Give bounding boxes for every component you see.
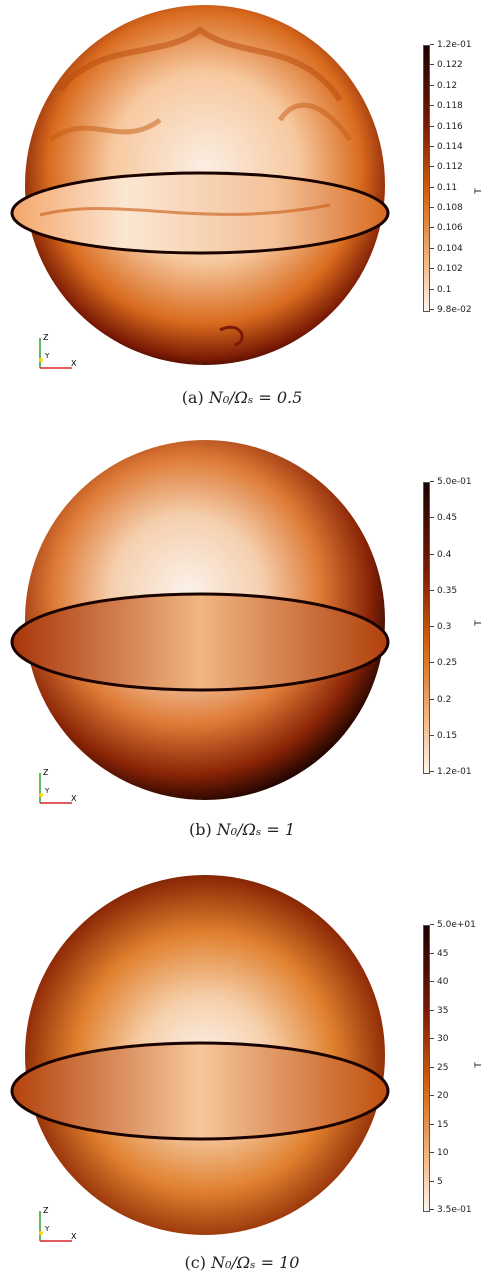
figure-panel-b: 5.0e-01 0.45 0.4 0.35 0.3 0.25 0.2 0.15 1.2e-01 … — [0, 420, 484, 850]
axis-z-label: Z — [43, 1206, 49, 1215]
colorbar-tick-label: 40 — [430, 977, 448, 987]
caption-expression: N₀/Ωₛ = 0.5 — [208, 388, 303, 407]
colorbar-tick-label: 15 — [430, 1120, 448, 1130]
colorbar-tick-label: 1.2e-01 — [430, 767, 472, 777]
colorbar-tick-label: 0.106 — [430, 223, 463, 233]
figure-panel-a: 1.2e-01 0.122 0.12 0.118 0.116 0.114 0.112 0.11… — [0, 0, 484, 415]
colorbar-tick-label: 0.108 — [430, 203, 463, 213]
sphere-render-c — [10, 875, 390, 1235]
colorbar-tick-label: 20 — [430, 1091, 448, 1101]
colorbar-tick-label: 1.2e-01 — [430, 40, 472, 50]
caption-c: (c) N₀/Ωₛ = 10 — [0, 1253, 484, 1272]
colorbar-tick-label: 0.118 — [430, 101, 463, 111]
axis-x-label: X — [71, 1232, 77, 1241]
colorbar-tick-label: 0.11 — [430, 183, 457, 193]
colorbar-tick-label: 35 — [430, 1006, 448, 1016]
colorbar-c — [423, 925, 430, 1212]
colorbar-a — [423, 45, 430, 312]
colorbar-tick-label: 9.8e-02 — [430, 305, 472, 315]
colorbar-title-c: T — [473, 1062, 484, 1068]
colorbar-tick-label: 0.35 — [430, 586, 457, 596]
colorbar-tick-label: 0.122 — [430, 60, 463, 70]
colorbar-tick-label: 0.4 — [430, 550, 451, 560]
colorbar-tick-label: 0.3 — [430, 622, 451, 632]
axis-y-label: Y — [44, 787, 50, 795]
colorbar-tick-label: 30 — [430, 1034, 448, 1044]
caption-a: (a) N₀/Ωₛ = 0.5 — [0, 388, 484, 407]
colorbar-tick-label: 5.0e+01 — [430, 920, 476, 930]
equatorial-slice — [10, 592, 390, 692]
axis-z-label: Z — [43, 333, 49, 342]
colorbar-tick-label: 0.12 — [430, 81, 457, 91]
axes-triad-c: Z Y X — [39, 1206, 77, 1242]
colorbar-tick-label: 25 — [430, 1063, 448, 1073]
colorbar-tick-label: 0.15 — [430, 731, 457, 741]
colorbar-tick-label: 0.1 — [430, 285, 451, 295]
axis-y-label: Y — [44, 1225, 50, 1233]
colorbar-tick-label: 5 — [430, 1177, 443, 1187]
axes-triad-a: Z Y X — [39, 333, 77, 369]
axis-z-label: Z — [43, 768, 49, 777]
colorbar-tick-label: 0.45 — [430, 513, 457, 523]
colorbar-tick-label: 0.25 — [430, 658, 457, 668]
figure-panel-c: 5.0e+01 45 40 35 30 25 20 15 10 5 3.5e-01 T Z Y X … — [0, 855, 484, 1284]
caption-label: (c) — [184, 1253, 206, 1272]
colorbar-tick-label: 0.102 — [430, 264, 463, 274]
colorbar-b — [423, 482, 430, 774]
colorbar-title-a: T — [473, 188, 484, 194]
colorbar-tick-label: 45 — [430, 949, 448, 959]
colorbar-tick-label: 3.5e-01 — [430, 1205, 472, 1215]
caption-b: (b) N₀/Ωₛ = 1 — [0, 820, 484, 839]
colorbar-tick-label: 5.0e-01 — [430, 477, 472, 487]
axis-x-label: X — [71, 794, 77, 803]
caption-expression: N₀/Ωₛ = 10 — [211, 1253, 300, 1272]
colorbar-tick-label: 10 — [430, 1148, 448, 1158]
sphere-render-b — [10, 440, 390, 800]
axis-y-label: Y — [44, 352, 50, 360]
colorbar-tick-label: 0.104 — [430, 244, 463, 254]
caption-expression: N₀/Ωₛ = 1 — [216, 820, 296, 839]
axes-triad-b: Z Y X — [39, 768, 77, 804]
sphere-render-a — [10, 5, 390, 365]
caption-label: (b) — [188, 820, 212, 839]
axis-x-label: X — [71, 359, 77, 368]
caption-label: (a) — [181, 388, 204, 407]
colorbar-tick-label: 0.116 — [430, 122, 463, 132]
colorbar-tick-label: 0.112 — [430, 162, 463, 172]
colorbar-tick-label: 0.2 — [430, 695, 451, 705]
colorbar-tick-label: 0.114 — [430, 142, 463, 152]
equatorial-slice — [10, 1041, 390, 1141]
colorbar-title-b: T — [473, 620, 484, 626]
